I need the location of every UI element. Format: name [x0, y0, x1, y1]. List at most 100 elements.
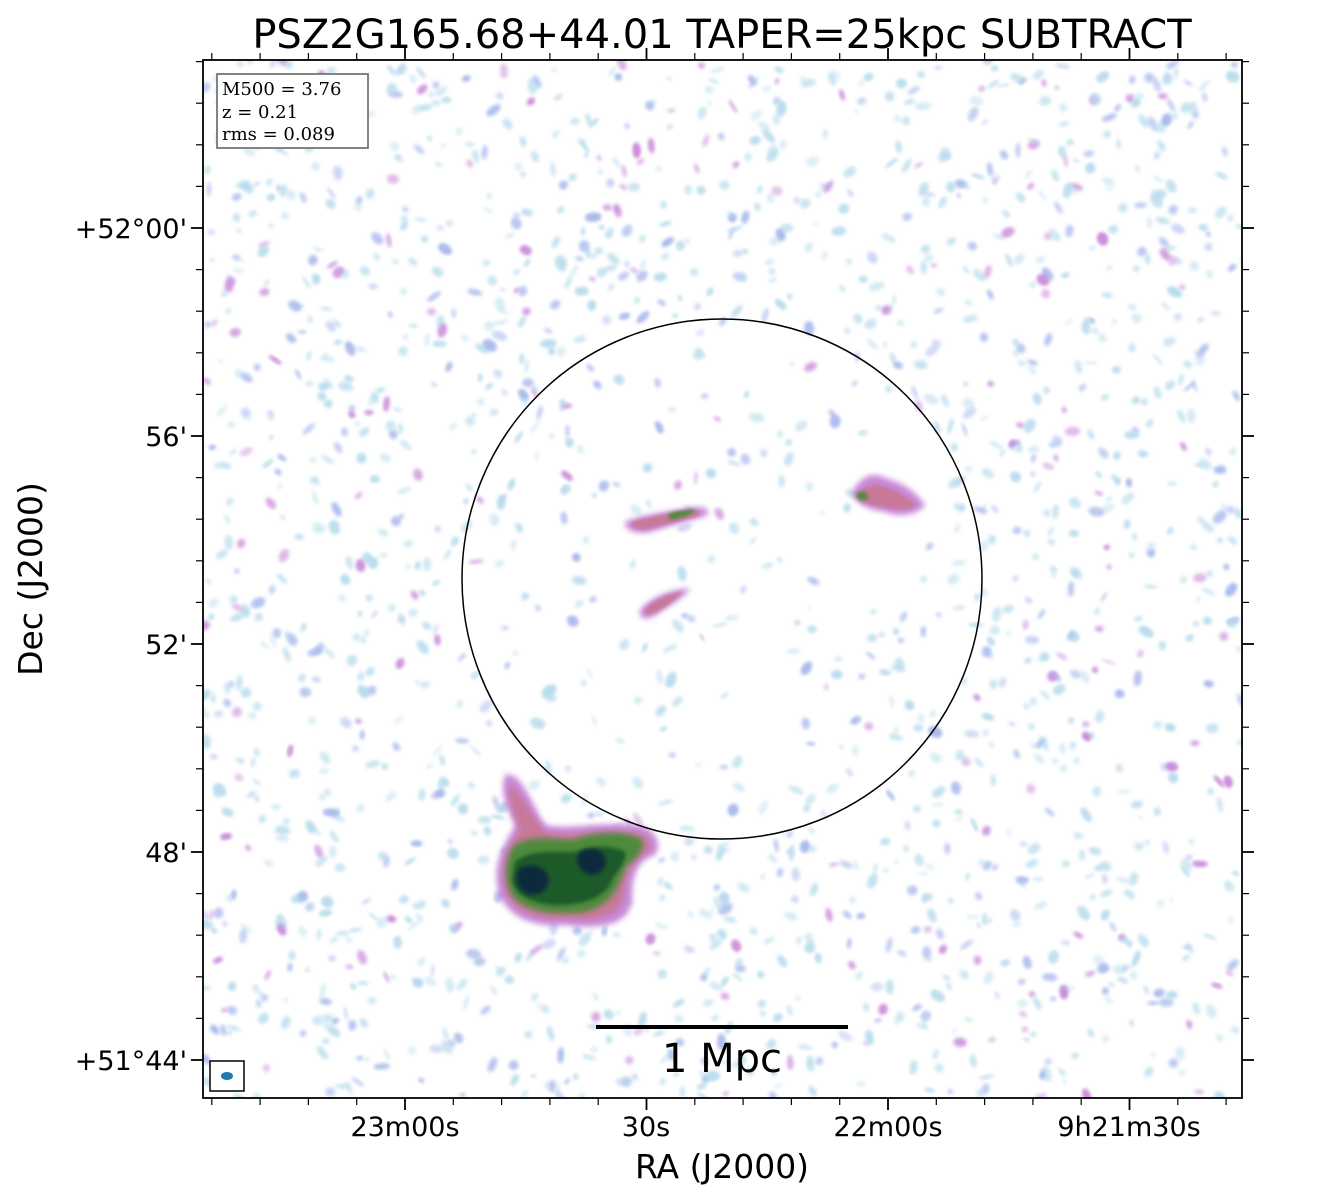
noise-blob: [332, 266, 344, 278]
noise-blob: [945, 983, 953, 990]
noise-blob: [879, 670, 891, 675]
noise-blob: [575, 287, 589, 296]
noise-blob: [267, 411, 275, 421]
noise-blob: [1226, 959, 1239, 972]
noise-blob: [983, 971, 994, 985]
noise-blob: [1167, 99, 1175, 112]
noise-blob: [448, 423, 457, 431]
noise-blob: [986, 861, 991, 866]
noise-blob: [319, 751, 331, 764]
noise-blob: [358, 426, 370, 438]
noise-blob: [990, 774, 996, 786]
noise-blob: [203, 734, 211, 749]
noise-blob: [848, 960, 856, 970]
noise-blob: [844, 327, 850, 334]
noise-blob: [591, 253, 597, 259]
noise-blob: [1062, 1079, 1067, 1084]
noise-blob: [462, 75, 471, 82]
noise-blob: [1132, 950, 1141, 966]
noise-blob: [660, 201, 667, 208]
noise-blob: [902, 212, 913, 221]
noise-blob: [717, 929, 726, 939]
noise-blob: [1055, 63, 1070, 69]
noise-blob: [596, 776, 606, 788]
noise-blob: [309, 456, 317, 464]
noise-blob: [366, 111, 376, 118]
noise-blob: [1138, 815, 1143, 821]
noise-blob: [732, 161, 740, 169]
noise-blob: [709, 933, 717, 943]
noise-blob: [472, 149, 480, 163]
noise-blob: [1235, 224, 1242, 230]
noise-blob: [922, 893, 927, 903]
noise-blob: [1000, 150, 1008, 160]
noise-blob: [1159, 237, 1169, 247]
noise-blob: [971, 173, 985, 179]
noise-blob: [1069, 497, 1081, 509]
noise-blob: [1198, 79, 1210, 92]
noise-blob: [274, 825, 291, 835]
noise-blob: [203, 1077, 212, 1086]
noise-blob: [562, 957, 570, 964]
noise-blob: [998, 677, 1007, 688]
noise-blob: [437, 323, 447, 338]
noise-blob: [377, 528, 389, 537]
noise-blob: [612, 482, 621, 487]
noise-blob: [1231, 62, 1238, 68]
noise-blob: [1223, 564, 1229, 570]
noise-blob: [636, 158, 645, 165]
noise-blob: [1082, 1089, 1091, 1098]
noise-blob: [216, 404, 228, 417]
noise-blob: [1198, 224, 1208, 231]
noise-blob: [536, 1003, 549, 1011]
noise-blob: [1210, 311, 1221, 316]
noise-blob: [1223, 880, 1235, 892]
noise-blob: [276, 147, 289, 156]
noise-blob: [1169, 898, 1174, 903]
noise-blob: [415, 561, 421, 570]
noise-blob: [737, 882, 751, 893]
noise-blob: [1035, 256, 1045, 264]
noise-blob: [460, 520, 473, 533]
noise-blob: [1012, 575, 1019, 582]
noise-blob: [305, 902, 315, 912]
noise-blob: [427, 136, 432, 141]
noise-blob: [633, 142, 641, 158]
noise-blob: [925, 344, 939, 357]
noise-blob: [252, 702, 262, 711]
noise-blob: [235, 757, 243, 762]
noise-blob: [745, 1068, 755, 1077]
noise-blob: [1179, 284, 1186, 291]
noise-blob: [1041, 1066, 1052, 1082]
noise-blob: [1182, 954, 1190, 962]
noise-blob: [1204, 242, 1213, 252]
noise-blob: [942, 975, 951, 981]
noise-blob: [1157, 140, 1166, 152]
noise-blob: [831, 226, 846, 236]
noise-blob: [1022, 619, 1029, 630]
noise-blob: [659, 221, 672, 227]
noise-blob: [1159, 248, 1171, 261]
noise-blob: [1192, 1002, 1200, 1015]
noise-blob: [659, 1054, 670, 1064]
noise-blob: [888, 302, 894, 316]
noise-blob: [1049, 442, 1055, 449]
plot-frame: [202, 59, 1243, 1099]
noise-blob: [978, 85, 985, 92]
noise-blob: [229, 613, 245, 622]
noise-blob: [269, 60, 279, 69]
noise-blob: [1224, 776, 1233, 788]
noise-blob: [1225, 971, 1234, 976]
noise-blob: [252, 779, 261, 785]
noise-blob: [1172, 257, 1182, 265]
noise-blob: [1095, 471, 1102, 478]
noise-blob: [1147, 549, 1155, 557]
noise-blob: [277, 923, 286, 936]
noise-blob: [697, 106, 707, 120]
noise-blob: [1089, 894, 1096, 900]
noise-blob: [1126, 478, 1132, 487]
noise-blob: [642, 642, 648, 653]
noise-blob: [435, 161, 442, 167]
noise-blob: [467, 781, 475, 790]
noise-blob: [629, 559, 636, 570]
